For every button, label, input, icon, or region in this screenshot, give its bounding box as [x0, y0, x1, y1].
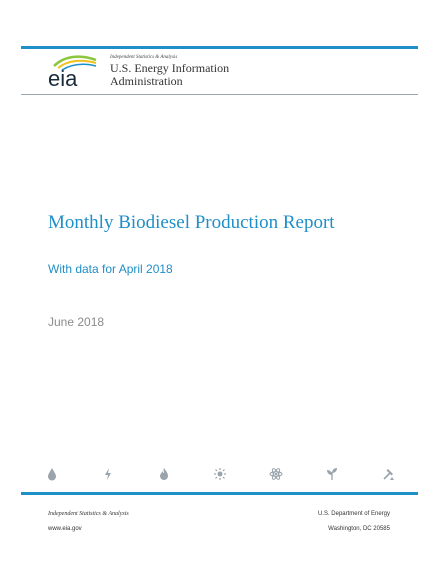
atom-icon: [269, 468, 283, 480]
hammer-icon: [383, 469, 394, 480]
agency-name-line1: U.S. Energy Information: [110, 61, 230, 75]
logo-wordmark: eia: [48, 66, 78, 90]
top-accent-bar: [21, 46, 418, 49]
plant-icon: [327, 468, 337, 480]
agency-name-line2: Administration: [110, 74, 183, 88]
lightning-icon: [105, 468, 111, 480]
sun-icon: [214, 468, 226, 480]
footer-website-link[interactable]: www.eia.gov: [48, 526, 82, 532]
flame-icon: [160, 468, 168, 480]
eia-logo: eia: [48, 55, 97, 90]
report-date: June 2018: [48, 315, 105, 329]
energy-icons-row: [45, 465, 395, 483]
report-subtitle: With data for April 2018: [48, 262, 173, 276]
footer-address: Washington, DC 20585: [328, 526, 390, 532]
footer-tagline: Independent Statistics & Analysis: [48, 511, 129, 517]
footer-department: U.S. Department of Energy: [317, 511, 390, 517]
tagline: Independent Statistics & Analysis: [110, 55, 178, 60]
header-divider: [21, 94, 418, 95]
drop-icon: [48, 468, 56, 481]
bottom-accent-bar: [21, 492, 418, 495]
report-title: Monthly Biodiesel Production Report: [48, 212, 335, 233]
